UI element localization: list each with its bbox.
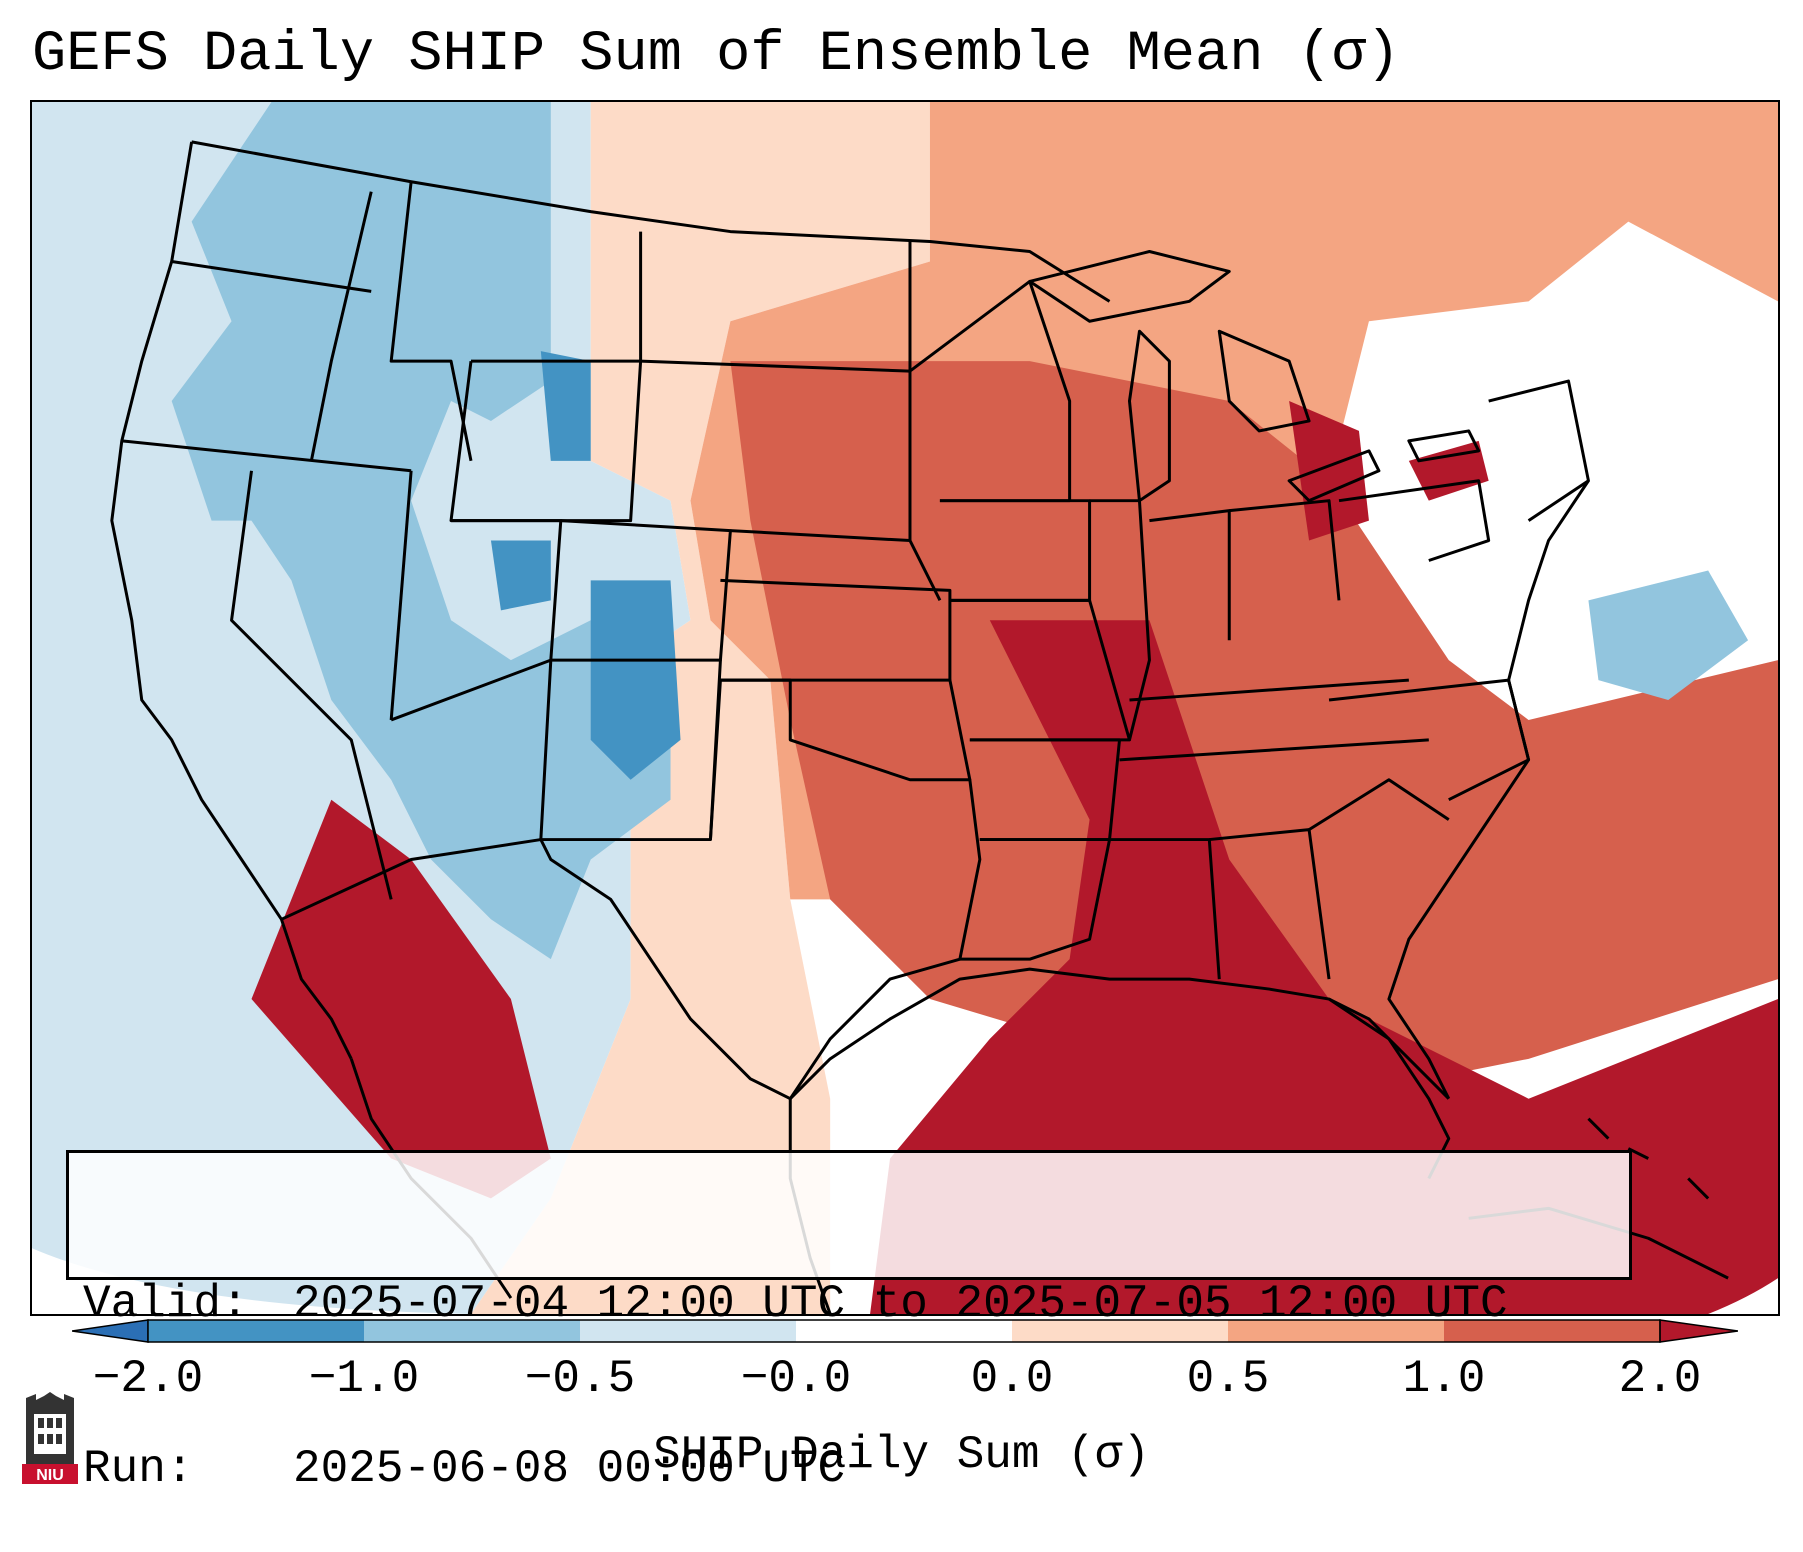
- wa-or: [171, 259, 372, 293]
- lake-huron: [1217, 329, 1311, 433]
- ship-map: [32, 102, 1778, 1314]
- field-dark-blue-co: [590, 580, 681, 780]
- run-label: Run:: [83, 1443, 194, 1495]
- colorbar-seg-2: [364, 1320, 580, 1342]
- colorbar-seg-5: [1012, 1320, 1228, 1342]
- oh-pa: [1229, 499, 1341, 601]
- field-light-orange: [470, 102, 930, 1314]
- id-mt: [389, 181, 473, 462]
- lake-michigan: [1127, 329, 1171, 503]
- west-coast: [110, 141, 353, 1060]
- tn-south: [1119, 738, 1429, 762]
- or-ca: [121, 439, 412, 473]
- colorbar-outline: [147, 1319, 1661, 1343]
- tick-label: 0.5: [1186, 1353, 1270, 1405]
- domain-edge-se: [1708, 1278, 1778, 1314]
- ga-sc: [1308, 778, 1450, 831]
- tick-label: 1.0: [1402, 1353, 1486, 1405]
- lake-ontario: [1407, 429, 1481, 463]
- colorbar-seg-3: [580, 1320, 796, 1342]
- id-west: [309, 191, 373, 462]
- colorbar-seg-6: [1228, 1320, 1444, 1342]
- ca-nv: [230, 470, 393, 900]
- tick-label: −2.0: [92, 1353, 204, 1405]
- nd-sd: [640, 359, 911, 373]
- colorbar-ticks: −2.0 −1.0 −0.5 −0.0 0.0 0.5 1.0 2.0: [0, 1354, 1803, 1404]
- boundaries: [110, 140, 1729, 1314]
- field-dark-blue-ut: [490, 540, 551, 611]
- field-deep-red-lakes: [1289, 401, 1369, 541]
- tick-label: 2.0: [1618, 1353, 1702, 1405]
- valid-run-box: Valid: 2025-07-04 12:00 UTC to 2025-07-05…: [66, 1150, 1632, 1495]
- new-england: [1488, 379, 1590, 522]
- sd-ne: [730, 529, 911, 543]
- colorbar-seg-7: [1444, 1320, 1660, 1342]
- domain-edge-sw: [32, 1248, 471, 1314]
- nv-ut: [389, 470, 413, 721]
- colorbar-label: SHIP Daily Sum (σ): [653, 1429, 1150, 1481]
- run-value: 2025-06-08 00:00 UTC: [293, 1443, 846, 1495]
- logo-text: NIU: [36, 1467, 64, 1484]
- field-blue-east: [1588, 570, 1749, 701]
- tick-label: −1.0: [308, 1353, 420, 1405]
- lake-erie: [1287, 449, 1381, 503]
- lake-superior: [1028, 250, 1231, 323]
- dakotas-east: [908, 241, 942, 602]
- az-south: [280, 838, 542, 921]
- colorbar-under-arrow: [72, 1319, 149, 1343]
- colorbar-seg-1: [148, 1320, 364, 1342]
- ks: [720, 578, 952, 681]
- tick-label: −0.5: [524, 1353, 636, 1405]
- co: [550, 519, 732, 662]
- niu-seal-icon: NIU: [22, 1392, 78, 1484]
- gulf-coast: [789, 967, 1450, 1100]
- ny-pa: [1338, 479, 1491, 562]
- field-deep-red: [870, 620, 1778, 1314]
- east-coast: [1387, 479, 1590, 1100]
- map-panel: [30, 100, 1780, 1316]
- field-dark-blue-wy: [540, 351, 591, 461]
- tick-label: 0.0: [970, 1353, 1054, 1405]
- tx: [539, 678, 982, 1101]
- ky-tn: [1129, 678, 1409, 702]
- ok: [720, 678, 972, 781]
- colorbar-over-arrow: [1659, 1319, 1738, 1343]
- colorbar-seg-4: [796, 1320, 1012, 1342]
- la: [959, 838, 1112, 961]
- map-title: GEFS Daily SHIP Sum of Ensemble Mean (σ): [32, 23, 1401, 87]
- field-red: [730, 361, 1778, 1099]
- field-deep-red-ontario: [1408, 440, 1489, 501]
- colorbar: [72, 1319, 1738, 1343]
- tick-label: −0.0: [740, 1353, 852, 1405]
